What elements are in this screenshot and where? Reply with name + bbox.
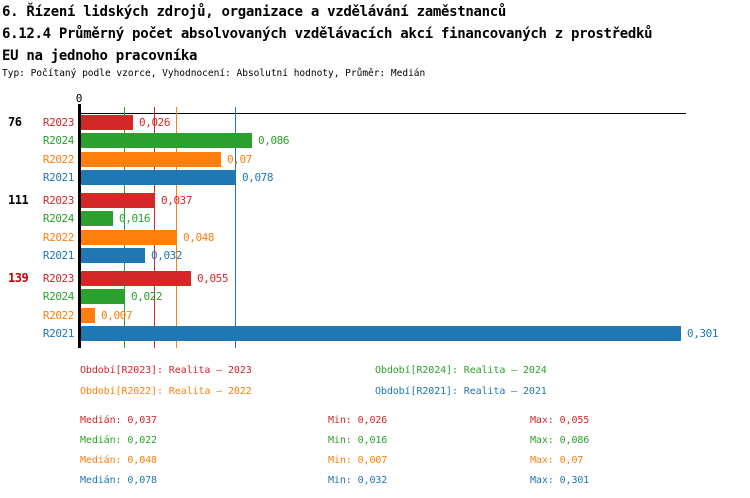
group-label: 76 [8, 115, 22, 129]
stat-max-R2024: Max: 0,086 [530, 435, 590, 446]
bar [81, 289, 125, 304]
legend-item-R2022: Období[R2022]: Realita – 2022 [80, 386, 252, 397]
series-label: R2022 [42, 309, 75, 322]
series-label: R2024 [42, 212, 75, 225]
bar [81, 308, 95, 323]
stat-max-R2023: Max: 0,055 [530, 415, 590, 426]
legend-item-R2023: Období[R2023]: Realita – 2023 [80, 365, 252, 376]
bar [81, 230, 177, 245]
series-label: R2021 [42, 249, 75, 262]
stat-max-R2022: Max: 0,07 [530, 455, 584, 466]
stat-min-R2022: Min: 0,007 [328, 455, 388, 466]
report-meta-line: Typ: Počítaný podle vzorce, Vyhodnocení:… [2, 68, 426, 79]
bar-value-label: 0,026 [139, 116, 171, 129]
bar-value-label: 0,078 [242, 171, 274, 184]
stat-median-R2022: Medián: 0,048 [80, 455, 157, 466]
group-label: 111 [8, 193, 29, 207]
value-axis-zero-label: 0 [75, 92, 83, 105]
bar-value-label: 0,055 [197, 272, 229, 285]
bar [81, 211, 113, 226]
series-label: R2021 [42, 327, 75, 340]
series-label: R2023 [42, 116, 75, 129]
bar [81, 133, 252, 148]
report-title-line-3: EU na jednoho pracovníka [2, 48, 198, 64]
median-line-R2024 [124, 107, 125, 348]
bar-value-label: 0,086 [258, 134, 290, 147]
bar [81, 326, 681, 341]
bar-value-label: 0,07 [227, 153, 252, 166]
bar-value-label: 0,016 [119, 212, 151, 225]
stat-median-R2023: Medián: 0,037 [80, 415, 157, 426]
median-line-R2021 [235, 107, 236, 348]
legend-item-R2024: Období[R2024]: Realita – 2024 [375, 365, 547, 376]
median-line-R2022 [176, 107, 177, 348]
stat-median-R2021: Medián: 0,078 [80, 475, 157, 486]
series-label: R2024 [42, 134, 75, 147]
stat-min-R2023: Min: 0,026 [328, 415, 388, 426]
series-label: R2023 [42, 272, 75, 285]
group-label: 139 [8, 271, 29, 285]
category-axis-line [78, 104, 81, 348]
stat-median-R2024: Medián: 0,022 [80, 435, 157, 446]
bar-value-label: 0,048 [183, 231, 215, 244]
series-label: R2022 [42, 231, 75, 244]
bar [81, 152, 221, 167]
bar [81, 193, 155, 208]
bar-value-label: 0,007 [101, 309, 133, 322]
legend-item-R2021: Období[R2021]: Realita – 2021 [375, 386, 547, 397]
bar [81, 170, 236, 185]
bar [81, 248, 145, 263]
value-axis-baseline [80, 113, 686, 114]
series-label: R2021 [42, 171, 75, 184]
bar [81, 115, 133, 130]
bar-value-label: 0,032 [151, 249, 183, 262]
stat-min-R2024: Min: 0,016 [328, 435, 388, 446]
bar-value-label: 0,037 [161, 194, 193, 207]
series-label: R2022 [42, 153, 75, 166]
series-label: R2024 [42, 290, 75, 303]
stat-max-R2021: Max: 0,301 [530, 475, 590, 486]
bar-value-label: 0,301 [687, 327, 719, 340]
report-title-line-1: 6. Řízení lidských zdrojů, organizace a … [2, 4, 506, 20]
series-label: R2023 [42, 194, 75, 207]
report-title-line-2: 6.12.4 Průměrný počet absolvovaných vzdě… [2, 26, 653, 42]
bar-value-label: 0,022 [131, 290, 163, 303]
stat-min-R2021: Min: 0,032 [328, 475, 388, 486]
median-line-R2023 [154, 107, 155, 348]
bar [81, 271, 191, 286]
